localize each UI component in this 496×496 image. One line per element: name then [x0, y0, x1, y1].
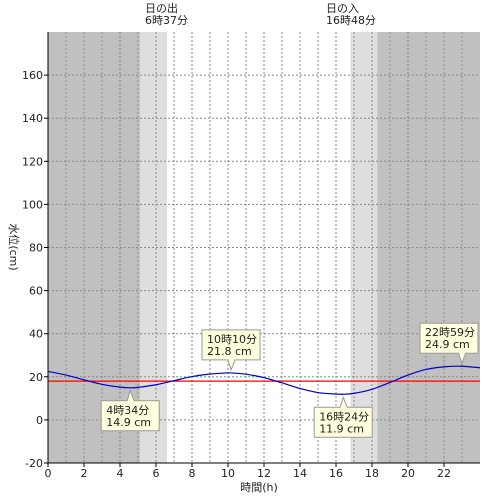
- y-tick-label: 20: [29, 371, 43, 384]
- tide-line: [47, 365, 481, 395]
- x-tick-label: 8: [189, 467, 196, 480]
- annotation-time: 22時59分: [425, 326, 475, 339]
- x-tick-label: 0: [45, 467, 52, 480]
- y-axis-title: 水位(cm): [7, 223, 21, 270]
- y-tick-label: 100: [22, 198, 43, 211]
- y-tick-label: 60: [29, 285, 43, 298]
- x-tick-label: 12: [257, 467, 271, 480]
- y-tick-label: 80: [29, 242, 43, 255]
- sunset-time: 16時48分: [326, 14, 376, 27]
- x-tick-label: 16: [329, 467, 343, 480]
- y-tick-label: 120: [22, 155, 43, 168]
- annotation-box: [419, 322, 479, 365]
- y-tick-label: 0: [36, 414, 43, 427]
- annotation-box: [100, 389, 160, 432]
- x-tick-label: 22: [437, 467, 451, 480]
- x-tick-label: 10: [221, 467, 235, 480]
- daylight-band: [167, 32, 351, 463]
- x-tick-label: 20: [401, 467, 415, 480]
- x-tick-label: 6: [153, 467, 160, 480]
- annotation-box: [313, 395, 373, 438]
- y-tick-label: 140: [22, 112, 43, 125]
- annotation-box: [201, 329, 261, 372]
- sunset-label: 日の入: [326, 2, 359, 15]
- annotation-time: 4時34分: [106, 404, 149, 417]
- annotation-level: 21.8 cm: [207, 345, 252, 358]
- y-tick-label: -20: [25, 457, 43, 470]
- x-tick-label: 4: [117, 467, 124, 480]
- annotation-time: 16時24分: [319, 410, 369, 423]
- sunrise-label: 日の出: [145, 1, 178, 15]
- annotation-level: 11.9 cm: [319, 422, 364, 435]
- x-tick-label: 18: [365, 467, 379, 480]
- y-tick-label: 160: [22, 69, 43, 82]
- annotation-time: 10時10分: [207, 333, 257, 346]
- sunrise-time: 6時37分: [145, 14, 188, 27]
- annotation-level: 24.9 cm: [425, 338, 470, 351]
- x-tick-label: 2: [81, 467, 88, 480]
- annotation-level: 14.9 cm: [106, 416, 151, 429]
- x-axis-title: 時間(h): [240, 481, 278, 494]
- y-tick-label: 40: [29, 328, 43, 341]
- x-tick-label: 14: [293, 467, 307, 480]
